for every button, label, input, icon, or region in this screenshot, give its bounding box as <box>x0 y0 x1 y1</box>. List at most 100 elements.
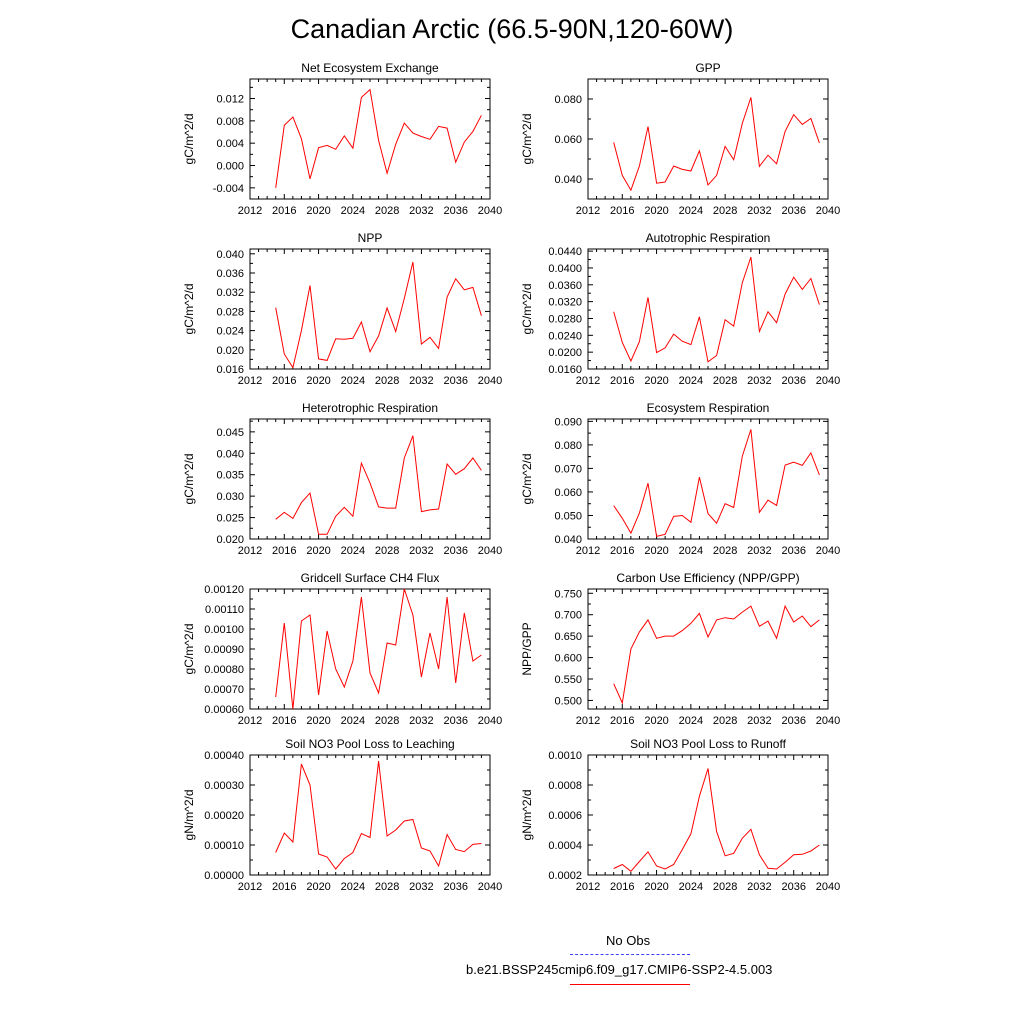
chart-panel: Carbon Use Efficiency (NPP/GPP) NPP/GPP 20… <box>520 571 840 727</box>
chart-panel: Heterotrophic Respiration gC/m^2/d 2012 201… <box>182 401 502 557</box>
x-tick-label: 2040 <box>478 545 502 557</box>
plot-frame <box>249 78 491 200</box>
x-tick-label: 2032 <box>747 205 771 217</box>
x-tick-label: 2032 <box>747 881 771 893</box>
x-tick-label: 2024 <box>341 881 365 893</box>
y-tick-label: 0.00120 <box>204 584 244 596</box>
x-tick-label: 2012 <box>576 715 600 727</box>
x-tick-label: 2016 <box>610 881 634 893</box>
x-tick-label: 2012 <box>238 205 262 217</box>
x-tick-label: 2024 <box>679 715 703 727</box>
y-tick-label: 0.00070 <box>204 684 244 696</box>
x-tick-label: 2036 <box>443 545 467 557</box>
x-tick-label: 2040 <box>478 715 502 727</box>
series-line <box>613 97 820 192</box>
y-tick-label: 0.008 <box>216 116 244 128</box>
y-tick-label: 0.0240 <box>548 330 582 342</box>
x-tick-label: 2016 <box>272 205 296 217</box>
x-tick-label: 2016 <box>272 881 296 893</box>
x-tick-label: 2016 <box>610 545 634 557</box>
x-tick-label: 2032 <box>409 545 433 557</box>
y-tick-label: 0.750 <box>554 588 582 600</box>
x-tick-label: 2020 <box>306 375 330 387</box>
chart-panel: Ecosystem Respiration gC/m^2/d 2012 2016 202… <box>520 401 840 557</box>
y-tick-label: 0.090 <box>554 416 582 428</box>
x-tick-label: 2028 <box>713 545 737 557</box>
y-tick-label: 0.032 <box>216 287 244 299</box>
y-axis-label: gC/m^2/d <box>520 454 534 505</box>
plot-frame <box>249 754 491 876</box>
figure-title: Canadian Arctic (66.5-90N,120-60W) <box>290 14 734 44</box>
y-tick-label: 0.00060 <box>204 704 244 716</box>
panel-title: Gridcell Surface CH4 Flux <box>301 571 440 585</box>
y-axis-label: gN/m^2/d <box>520 790 534 841</box>
x-tick-label: 2016 <box>610 375 634 387</box>
x-tick-label: 2012 <box>238 715 262 727</box>
y-tick-label: 0.036 <box>216 268 244 280</box>
x-tick-label: 2016 <box>272 375 296 387</box>
x-tick-label: 2032 <box>409 715 433 727</box>
x-tick-label: 2012 <box>576 881 600 893</box>
y-tick-label: 0.00080 <box>204 664 244 676</box>
x-tick-label: 2012 <box>238 881 262 893</box>
panel-title: GPP <box>695 61 720 75</box>
x-tick-label: 2040 <box>478 881 502 893</box>
x-tick-label: 2036 <box>443 205 467 217</box>
x-tick-label: 2040 <box>816 545 840 557</box>
y-tick-label: 0.650 <box>554 631 582 643</box>
y-tick-label: 0.0200 <box>548 347 582 359</box>
x-tick-label: 2028 <box>375 205 399 217</box>
x-tick-label: 2020 <box>306 205 330 217</box>
x-tick-label: 2020 <box>306 545 330 557</box>
panel-title: Net Ecosystem Exchange <box>301 61 439 75</box>
x-tick-label: 2012 <box>576 375 600 387</box>
x-tick-label: 2028 <box>713 205 737 217</box>
x-tick-label: 2040 <box>816 375 840 387</box>
y-tick-label: 0.00030 <box>204 780 244 792</box>
y-tick-label: 0.0400 <box>548 263 582 275</box>
panel-title: Soil NO3 Pool Loss to Runoff <box>630 737 787 751</box>
legend-obs-line <box>570 954 690 955</box>
x-tick-label: 2028 <box>375 715 399 727</box>
series-line <box>613 768 820 872</box>
series-line <box>275 588 482 710</box>
plot-frame <box>587 78 829 200</box>
panel-title: NPP <box>358 231 383 245</box>
panel-title: Autotrophic Respiration <box>646 231 771 245</box>
x-tick-label: 2024 <box>679 881 703 893</box>
x-tick-label: 2028 <box>713 375 737 387</box>
y-tick-label: 0.00040 <box>204 750 244 762</box>
y-tick-label: 0.0008 <box>548 780 582 792</box>
y-tick-label: 0.040 <box>554 174 582 186</box>
chart-panel: GPP gC/m^2/d 2012 2016 2020 2024 2028 2032 2036 2… <box>520 61 840 217</box>
y-axis-label: gC/m^2/d <box>182 454 196 505</box>
y-tick-label: 0.060 <box>554 487 582 499</box>
series-line <box>275 435 482 535</box>
y-tick-label: 0.040 <box>554 534 582 546</box>
legend-model-label: b.e21.BSSP245cmip6.f09_g17.CMIP6-SSP2-4.… <box>466 962 773 977</box>
x-tick-label: 2028 <box>375 881 399 893</box>
y-axis-label: gC/m^2/d <box>182 624 196 675</box>
plot-frame <box>587 754 829 876</box>
x-tick-label: 2028 <box>375 545 399 557</box>
panel-title: Soil NO3 Pool Loss to Leaching <box>285 737 454 751</box>
y-tick-label: 0.024 <box>216 326 244 338</box>
y-tick-label: 0.020 <box>216 345 244 357</box>
x-tick-label: 2028 <box>375 375 399 387</box>
x-tick-label: 2012 <box>576 545 600 557</box>
plot-frame <box>249 418 491 540</box>
y-tick-label: 0.035 <box>216 470 244 482</box>
chart-panel: Soil NO3 Pool Loss to Leaching gN/m^2/d 20… <box>182 737 502 893</box>
x-tick-label: 2032 <box>747 715 771 727</box>
x-tick-label: 2036 <box>781 205 805 217</box>
x-tick-label: 2032 <box>747 545 771 557</box>
y-tick-label: 0.0006 <box>548 810 582 822</box>
x-tick-label: 2024 <box>341 375 365 387</box>
x-tick-label: 2020 <box>644 545 668 557</box>
x-tick-label: 2020 <box>644 375 668 387</box>
panel-title: Heterotrophic Respiration <box>302 401 438 415</box>
series-line <box>275 760 482 870</box>
y-tick-label: 0.040 <box>216 448 244 460</box>
x-tick-label: 2024 <box>679 375 703 387</box>
